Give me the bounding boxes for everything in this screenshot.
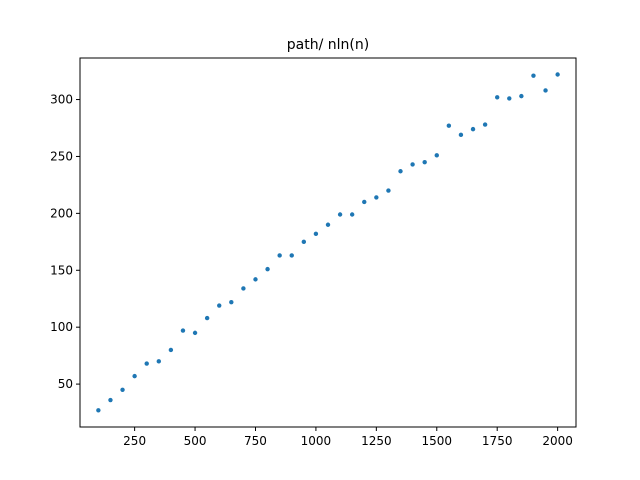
data-point xyxy=(289,253,294,258)
y-tick-label: 250 xyxy=(50,149,73,163)
data-point xyxy=(349,212,355,217)
data-point xyxy=(168,347,174,353)
data-point xyxy=(507,96,512,101)
y-tick-label: 50 xyxy=(58,377,73,391)
y-axis: 50 100 150 200 250 300 xyxy=(50,93,80,391)
data-point xyxy=(313,231,319,237)
chart-title: path/ nln(n) xyxy=(287,37,369,53)
data-point xyxy=(386,188,391,193)
data-point xyxy=(156,359,161,364)
data-point xyxy=(120,387,125,392)
data-point xyxy=(470,126,476,132)
data-point xyxy=(337,212,343,217)
x-tick-label: 750 xyxy=(244,434,267,448)
y-tick-label: 300 xyxy=(50,93,73,107)
data-point xyxy=(301,239,307,245)
data-point xyxy=(217,303,222,308)
x-axis: 250 500 750 1000 1250 1500 1750 2000 xyxy=(123,427,573,448)
data-point xyxy=(277,253,282,258)
data-point xyxy=(434,153,439,158)
data-point xyxy=(482,122,488,127)
data-point xyxy=(180,328,186,333)
data-point xyxy=(253,277,258,282)
data-point xyxy=(96,408,101,413)
data-point xyxy=(410,162,415,167)
data-point xyxy=(144,361,149,366)
x-tick-label: 1000 xyxy=(301,434,332,448)
data-point xyxy=(241,286,246,291)
y-tick-label: 200 xyxy=(50,206,73,220)
data-point xyxy=(374,195,379,200)
data-point xyxy=(422,159,427,165)
plot-area-frame xyxy=(79,57,577,428)
data-point xyxy=(555,72,560,77)
data-point xyxy=(325,222,331,227)
data-point xyxy=(265,266,270,272)
data-point xyxy=(543,88,548,93)
data-point xyxy=(192,330,198,336)
data-points xyxy=(96,72,560,413)
data-point xyxy=(132,373,137,379)
data-point xyxy=(362,199,367,205)
data-point xyxy=(446,123,452,128)
x-tick-label: 250 xyxy=(123,434,146,448)
data-point xyxy=(458,132,464,138)
data-point xyxy=(229,299,234,305)
data-point xyxy=(108,397,113,403)
data-point xyxy=(519,93,524,99)
x-tick-label: 1250 xyxy=(361,434,392,448)
x-tick-label: 2000 xyxy=(542,434,573,448)
data-point xyxy=(495,95,500,100)
data-point xyxy=(398,169,403,174)
y-tick-label: 100 xyxy=(50,320,73,334)
x-tick-label: 1750 xyxy=(482,434,513,448)
data-point xyxy=(204,315,210,321)
y-tick-label: 150 xyxy=(50,263,73,277)
x-tick-label: 500 xyxy=(184,434,207,448)
x-tick-label: 1500 xyxy=(421,434,452,448)
data-point xyxy=(531,73,536,78)
